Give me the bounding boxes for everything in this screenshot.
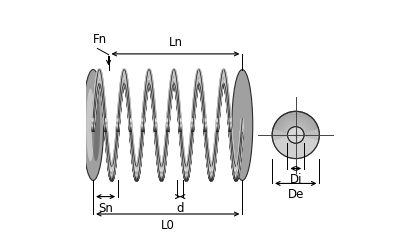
Ellipse shape (83, 70, 104, 180)
Ellipse shape (232, 70, 253, 180)
Text: Ln: Ln (168, 36, 182, 50)
Text: L0: L0 (161, 220, 175, 232)
Circle shape (272, 111, 319, 158)
Text: Sn: Sn (98, 202, 113, 215)
Text: d: d (176, 202, 184, 215)
Ellipse shape (92, 89, 100, 161)
Text: Fn: Fn (92, 33, 107, 46)
Circle shape (287, 127, 304, 143)
Ellipse shape (86, 89, 94, 161)
Text: De: De (288, 188, 304, 202)
Text: Di: Di (289, 174, 302, 186)
